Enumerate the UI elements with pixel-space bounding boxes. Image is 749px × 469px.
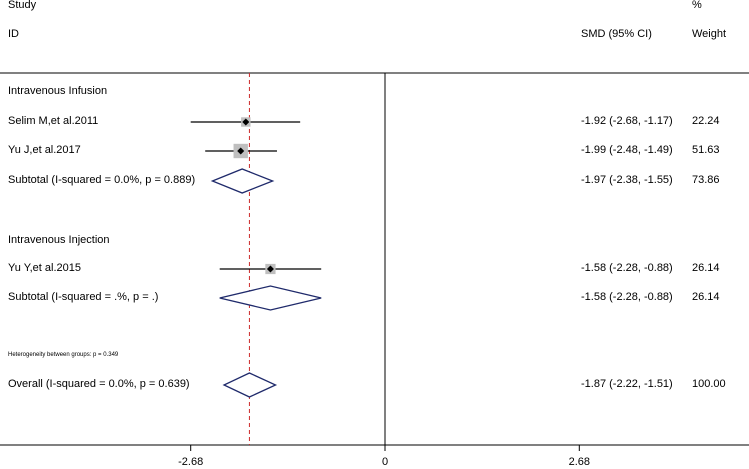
- column-header-id: ID: [8, 28, 19, 40]
- column-header-study: Study: [8, 0, 37, 11]
- study-point-estimate: [266, 265, 274, 273]
- x-tick-label: -2.68: [178, 456, 204, 468]
- study-weight-text: 22.24: [692, 115, 720, 127]
- column-header-smd: SMD (95% CI): [581, 28, 652, 40]
- subtotal-ci-text: -1.97 (-2.38, -1.55): [581, 174, 673, 186]
- study-ci-text: -1.99 (-2.48, -1.49): [581, 144, 673, 156]
- study-weight-text: 51.63: [692, 144, 720, 156]
- subgroup-heading: Intravenous Infusion: [8, 85, 108, 97]
- subtotal-weight-text: 73.86: [692, 174, 720, 186]
- subtotal-label: Subtotal (I-squared = .%, p = .): [8, 291, 159, 303]
- subgroup-heading: Intravenous Injection: [8, 234, 110, 246]
- subtotal-label: Subtotal (I-squared = 0.0%, p = 0.889): [8, 174, 196, 186]
- column-header-weight: Weight: [692, 28, 727, 40]
- x-tick-label: 0: [381, 456, 389, 468]
- subtotal-ci-text: -1.58 (-2.28, -0.88): [581, 291, 673, 303]
- study-ci-text: -1.58 (-2.28, -0.88): [581, 262, 673, 274]
- overall-label: Overall (I-squared = 0.0%, p = 0.639): [8, 378, 190, 390]
- study-label: Selim M,et al.2011: [8, 115, 99, 127]
- study-ci-text: -1.92 (-2.68, -1.17): [581, 115, 673, 127]
- study-point-estimate: [242, 118, 250, 126]
- overall-diamond: [222, 372, 278, 398]
- heterogeneity-note: Heterogeneity between groups: p = 0.349: [8, 352, 119, 358]
- study-label: Yu Y,et al.2015: [8, 262, 81, 274]
- overall-ci-text: -1.87 (-2.22, -1.51): [581, 378, 673, 390]
- x-tick-label: 2.68: [568, 456, 591, 468]
- study-point-estimate: [237, 147, 245, 155]
- subtotal-weight-text: 26.14: [692, 291, 720, 303]
- overall-weight-text: 100.00: [692, 378, 726, 390]
- subtotal-diamond: [219, 285, 322, 311]
- study-label: Yu J,et al.2017: [8, 144, 81, 156]
- column-header-percent: %: [692, 0, 702, 11]
- study-weight-text: 26.14: [692, 262, 720, 274]
- subtotal-diamond: [210, 168, 275, 194]
